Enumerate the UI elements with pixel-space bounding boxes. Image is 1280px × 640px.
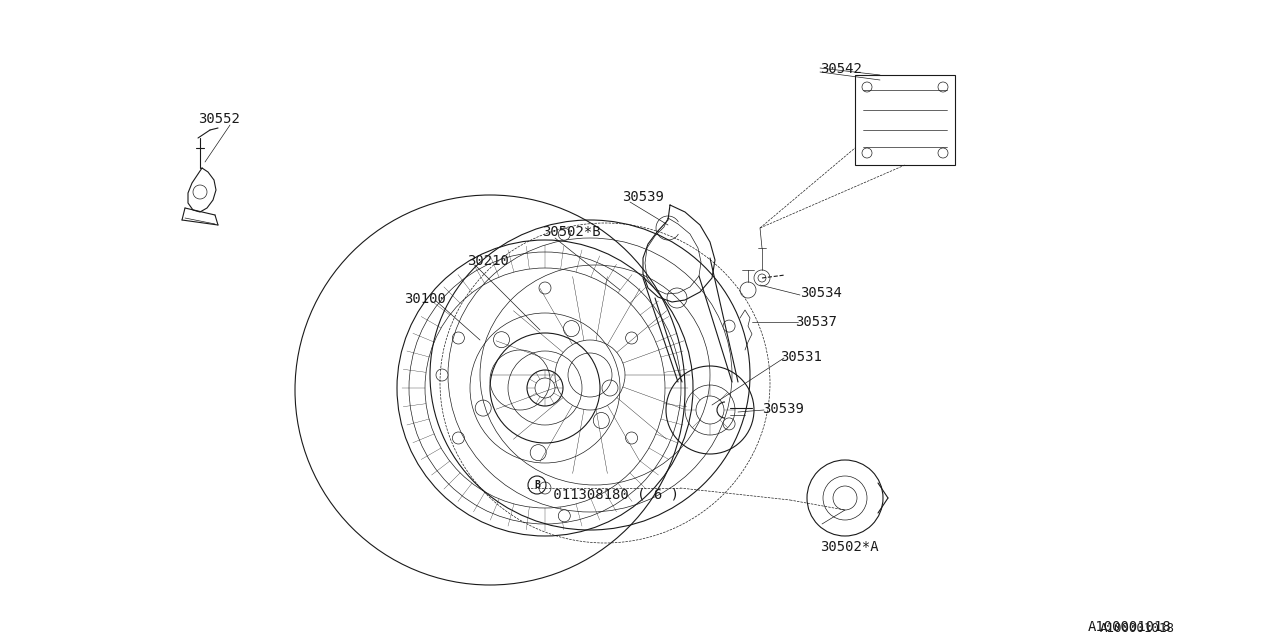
Circle shape	[723, 320, 735, 332]
Text: 30542: 30542	[820, 62, 861, 76]
Text: A100001018: A100001018	[1088, 620, 1172, 634]
Text: 30531: 30531	[780, 350, 822, 364]
Text: 30210: 30210	[467, 254, 509, 268]
Circle shape	[723, 418, 735, 430]
Circle shape	[436, 369, 448, 381]
Text: 30537: 30537	[795, 315, 837, 329]
Text: 30552: 30552	[198, 112, 239, 126]
Text: B: B	[534, 480, 540, 490]
Text: 30539: 30539	[762, 402, 804, 416]
Circle shape	[558, 510, 571, 522]
Text: 30502*B: 30502*B	[541, 225, 600, 239]
Text: A100001018: A100001018	[1100, 622, 1175, 635]
Text: 30100: 30100	[404, 292, 445, 306]
Circle shape	[558, 228, 571, 240]
Text: 30539: 30539	[622, 190, 664, 204]
Text: 011308180 ( 6 ): 011308180 ( 6 )	[545, 488, 678, 502]
Text: 30502*A: 30502*A	[820, 540, 878, 554]
Text: 30534: 30534	[800, 286, 842, 300]
